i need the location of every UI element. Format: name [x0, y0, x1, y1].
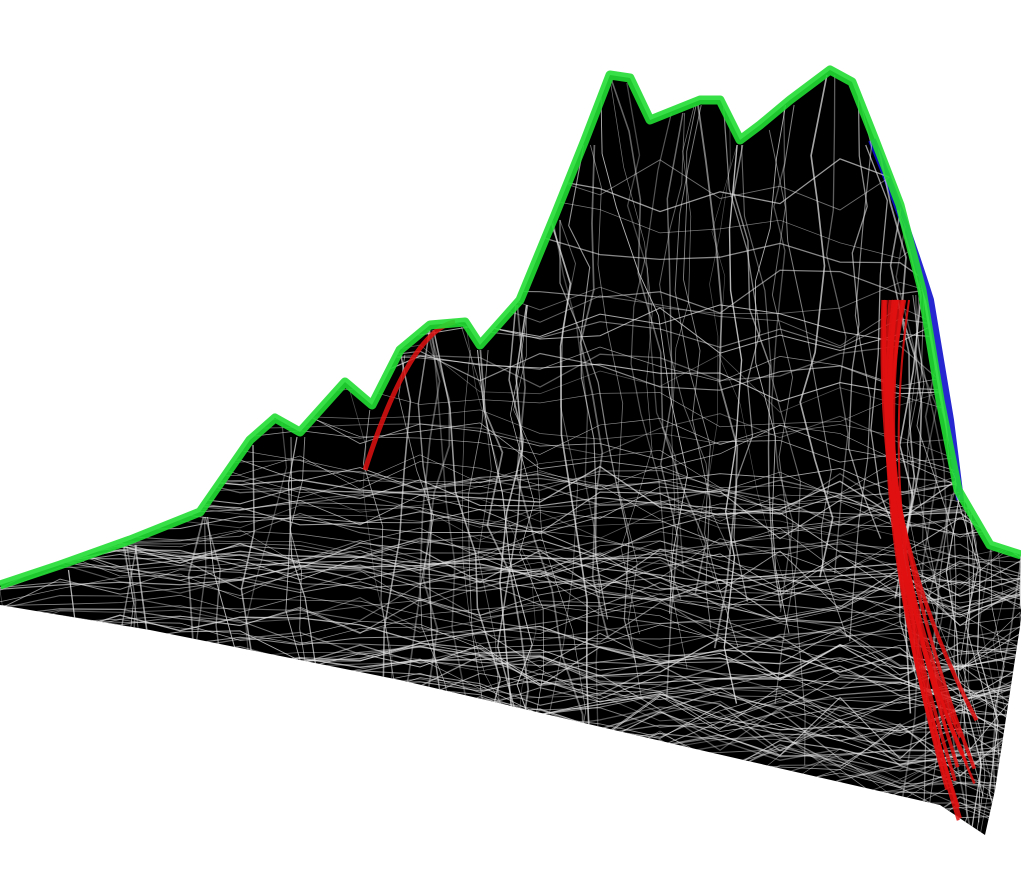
wire-line [0, 620, 1021, 667]
wire-line [697, 104, 731, 591]
wire-line [568, 144, 609, 620]
wire-line [740, 144, 801, 705]
wire-line [865, 144, 918, 680]
wire-line [0, 614, 1021, 670]
red-streak [882, 299, 977, 770]
red-streak [889, 299, 960, 768]
wire-line [799, 74, 834, 578]
wire-line [682, 104, 712, 630]
wire-line [848, 86, 882, 539]
wire-line [771, 104, 794, 613]
red-streak [889, 299, 968, 765]
wire-line [711, 144, 789, 595]
wire-line [549, 219, 593, 783]
wire-line [825, 74, 849, 574]
green-ridge-outline [0, 65, 1021, 590]
wire-line [0, 614, 1021, 673]
wire-line [579, 144, 609, 637]
wire-line [945, 494, 983, 835]
wire-line [674, 104, 739, 648]
wire-line [513, 304, 587, 784]
wire-line [783, 104, 848, 637]
wire-line [697, 104, 739, 649]
wire-line [755, 104, 790, 634]
wire-line [0, 611, 1021, 671]
wire-line [722, 104, 761, 602]
wire-line [849, 86, 873, 642]
wire-line [877, 144, 923, 599]
terrain-silhouette [0, 70, 1021, 835]
wire-line [610, 79, 707, 595]
wire-line [609, 79, 653, 635]
wire-line [626, 82, 685, 574]
wire-line [600, 79, 688, 614]
wire-line [0, 778, 1021, 835]
wire-line [733, 144, 782, 608]
wire-line [0, 589, 28, 835]
wire-line [951, 494, 971, 835]
red-streak [880, 299, 957, 782]
wire-line [906, 294, 944, 835]
wire-line [559, 220, 637, 663]
wire-line [589, 144, 642, 698]
wire-line [552, 219, 601, 745]
wire-line [723, 144, 743, 704]
wire-line [535, 219, 579, 757]
wire-line [630, 112, 682, 600]
wire-line [0, 597, 1021, 642]
wire-line [659, 112, 732, 555]
red-cliff-streaks [362, 299, 979, 821]
wire-line [768, 129, 806, 766]
wire-line [669, 104, 695, 669]
wire-line [0, 598, 1021, 653]
wire-line [660, 112, 684, 699]
wire-line [992, 549, 1021, 835]
